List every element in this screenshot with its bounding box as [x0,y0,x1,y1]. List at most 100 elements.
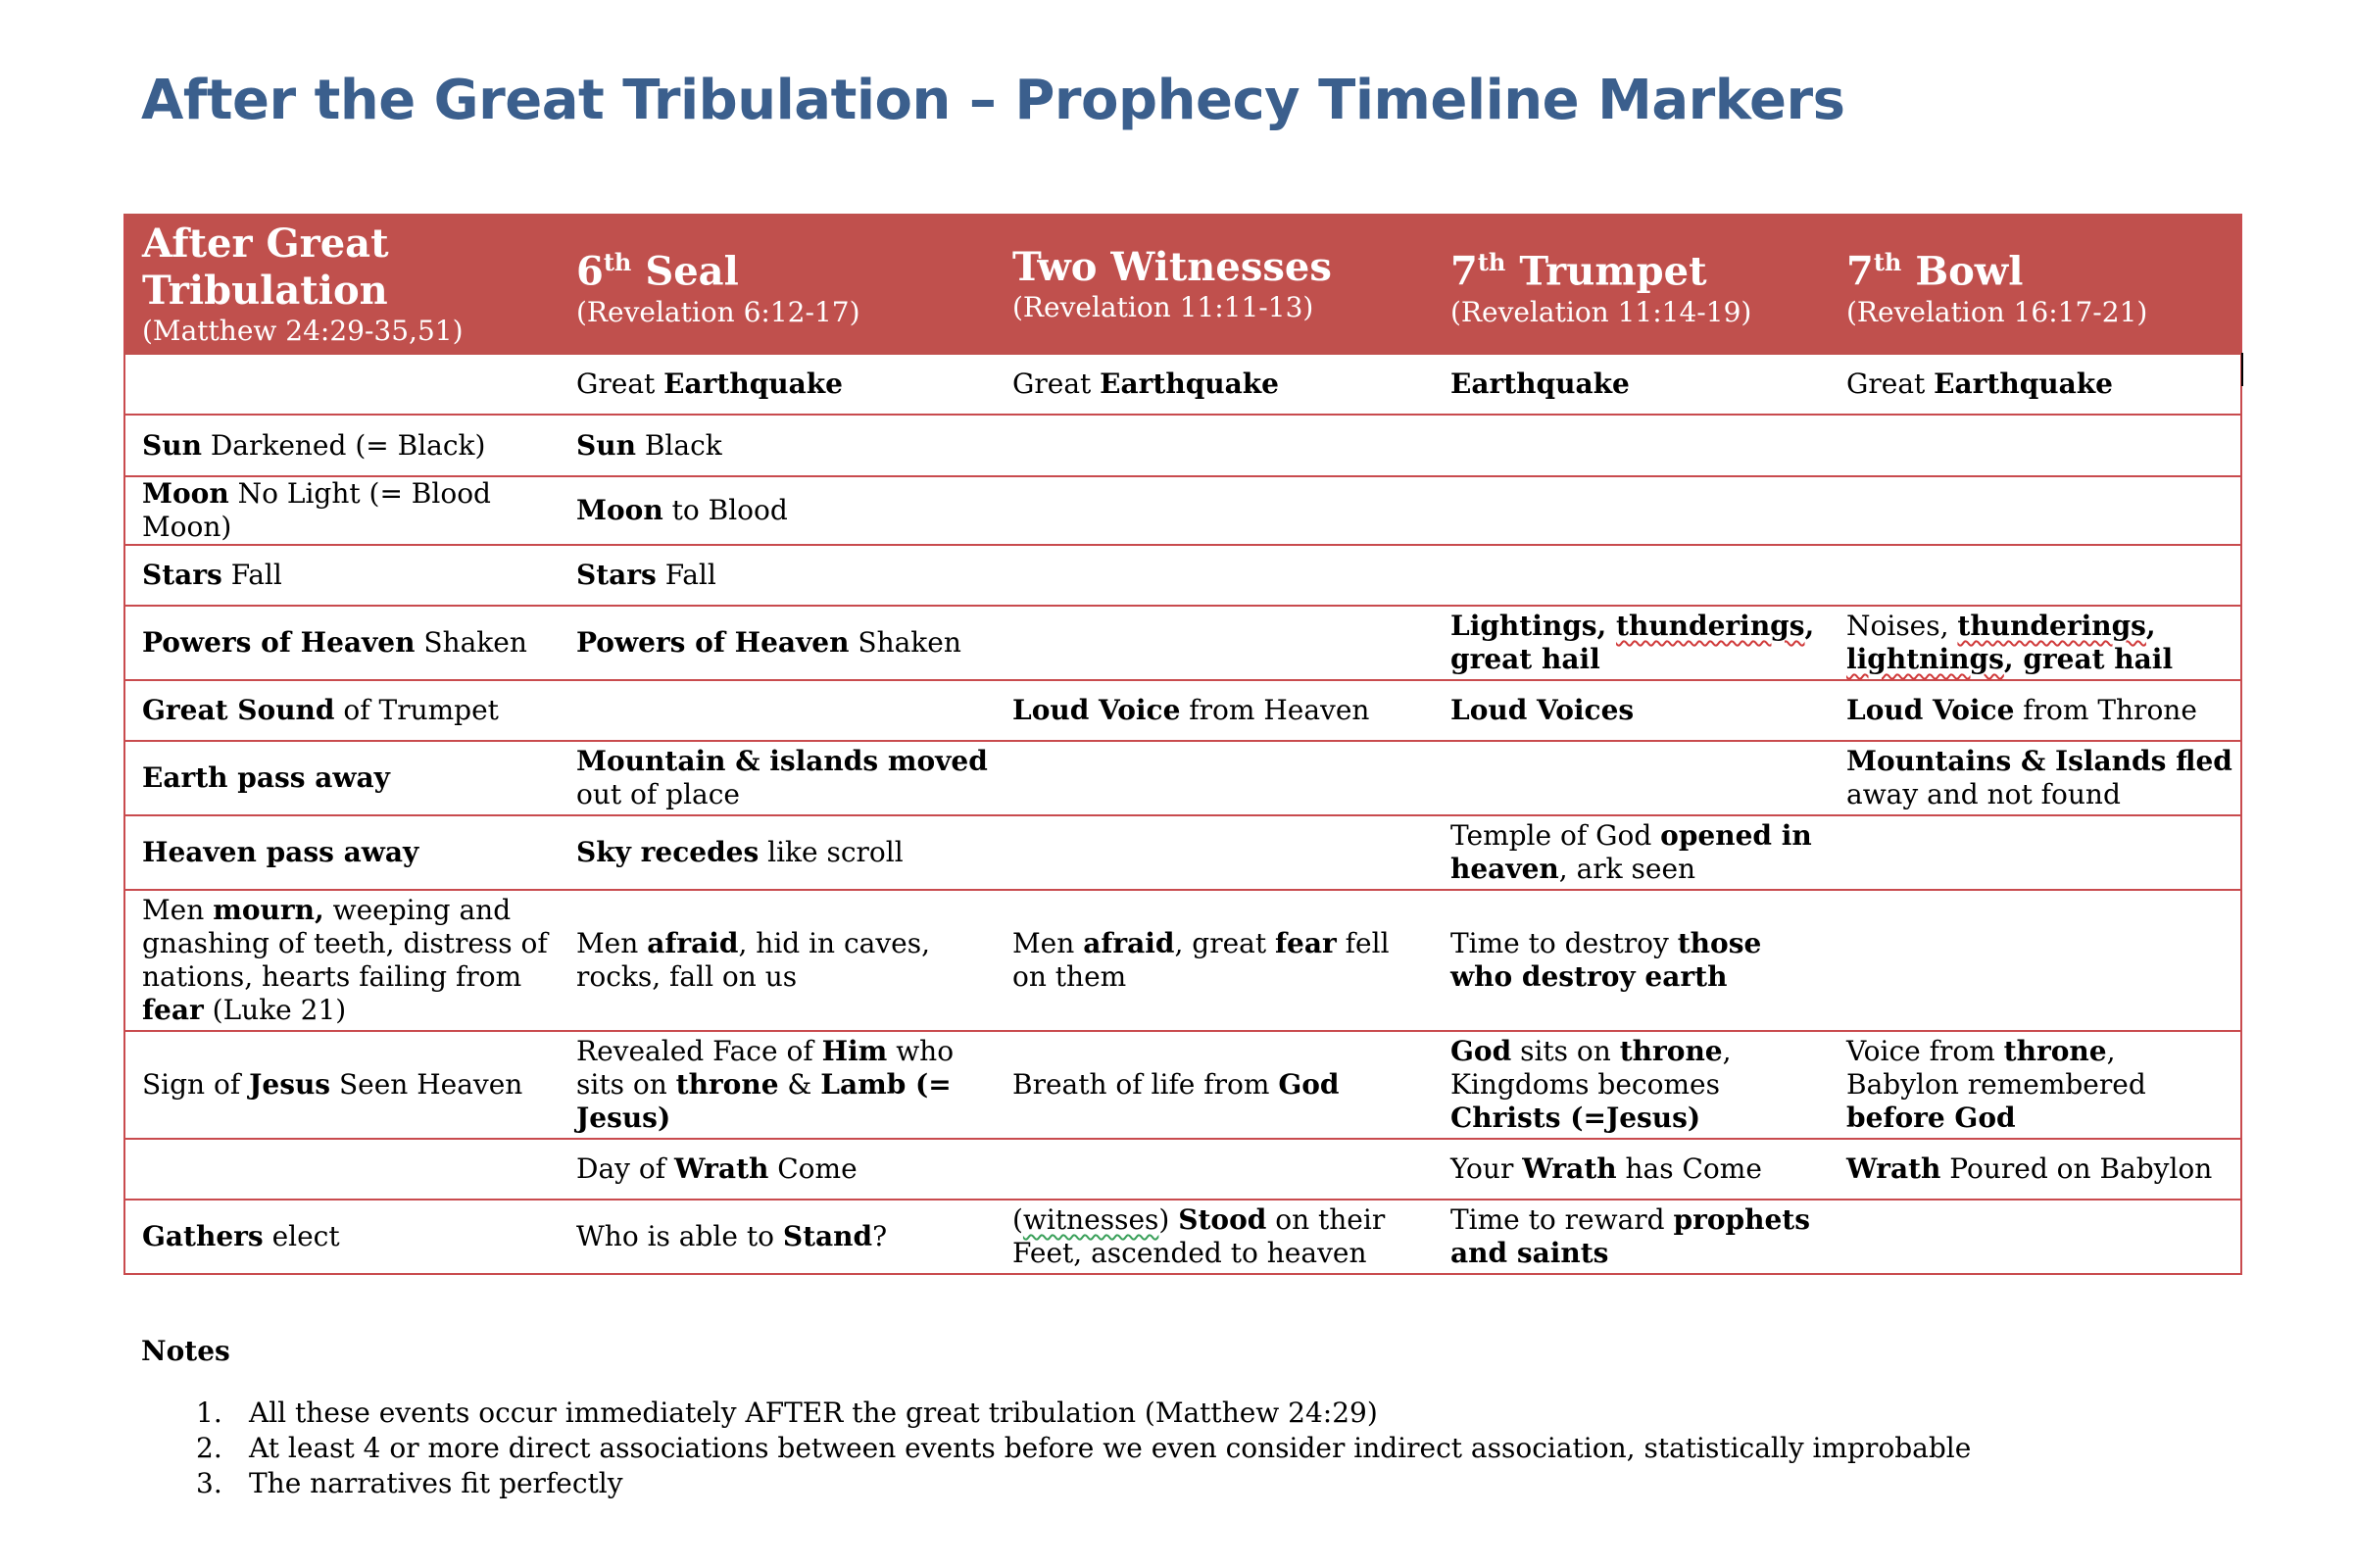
header-6th-seal: 6th Seal (Revelation 6:12-17) [560,214,996,355]
cell-text: ) [1158,1203,1179,1236]
cell-text: Come [768,1152,858,1185]
table-row: Sign of Jesus Seen Heaven Revealed Face o… [123,1030,2242,1140]
note-item: 2. At least 4 or more direct associations… [141,1431,1971,1466]
cell-7th-trumpet [1434,475,1830,546]
table-row: Powers of Heaven Shaken Powers of Heaven … [123,605,2242,681]
cell-text: Great [1012,368,1101,400]
header-after-great-tribulation: After Great Tribulation (Matthew 24:29-3… [123,214,560,355]
cell-6th-seal [560,679,996,742]
header-title: After Great Tribulation [142,220,389,314]
cell-7th-bowl [1830,814,2242,891]
cell-after-tribulation: Earth pass away [123,740,560,816]
cell-text: Darkened (= Black) [201,428,486,462]
cell-text: Loud Voice [1846,694,2015,726]
cell-text: thunderings [1616,610,1805,642]
table-row: Great Earthquake Great Earthquake Earthqua… [123,353,2242,416]
cell-two-witnesses: Great Earthquake [996,353,1434,416]
cell-text: those who destroy earth [1450,927,1762,993]
cell-6th-seal: Powers of Heaven Shaken [560,605,996,681]
cell-text: mourn, [213,894,324,926]
note-number: 3. [196,1467,222,1499]
table-row: Day of Wrath Come Your Wrath has Come Wrat… [123,1138,2242,1200]
cell-after-tribulation: Gathers elect [123,1199,560,1275]
notes-list: 1. All these events occur immediately AFT… [141,1396,1971,1501]
cell-text: Jesus [249,1068,331,1101]
table-row: Earth pass away Mountain & islands moved … [123,740,2242,816]
cell-after-tribulation: Stars Fall [123,544,560,607]
cell-text: Earthquake [1100,368,1279,400]
cell-text: , great hail [2003,643,2174,675]
note-number: 1. [196,1396,222,1429]
timeline-table: After Great Tribulation (Matthew 24:29-3… [123,214,2242,1275]
cell-text: , great hail [1450,610,1815,675]
header-title: Two Witnesses [1012,244,1332,290]
cell-text: before God [1846,1102,2016,1134]
cell-text: who sits on [576,1035,955,1101]
cell-text: lightnings [1846,643,2004,675]
cell-6th-seal: Great Earthquake [560,353,996,416]
cell-6th-seal: Mountain & islands moved out of place [560,740,996,816]
cell-text: out of place [576,778,740,810]
header-two-witnesses: Two Witnesses (Revelation 11:11-13) [996,214,1434,355]
cell-text: , hid in caves, rocks, fall on us [576,927,931,993]
cell-text: prophets and saints [1450,1203,1810,1269]
cell-text: Sun [142,428,202,462]
cell-text: God [1450,1035,1512,1067]
cell-text: Day of [576,1152,674,1185]
cell-6th-seal: Who is able to Stand? [560,1199,996,1275]
note-item: 3. The narratives fit perfectly [141,1466,1971,1501]
header-7th-trumpet: 7th Trumpet (Revelation 11:14-19) [1434,214,1830,355]
header-reference: (Revelation 6:12-17) [576,295,860,328]
cell-after-tribulation: Sun Darkened (= Black) [123,414,560,477]
cell-6th-seal: Day of Wrath Come [560,1138,996,1200]
table-header-row: After Great Tribulation (Matthew 24:29-3… [123,214,2242,355]
cell-6th-seal: Sun Black [560,414,996,477]
table-row: Great Sound of Trumpet Loud Voice from He… [123,679,2242,742]
cell-7th-bowl [1830,1199,2242,1275]
cell-7th-trumpet: God sits on throne, Kingdoms becomes Chr… [1434,1030,1830,1140]
cell-text: Stand [782,1220,873,1252]
cell-text: Fall [221,559,282,591]
note-number: 2. [196,1432,222,1464]
cell-text: afraid [1083,927,1175,959]
cell-7th-trumpet: Temple of God opened in heaven, ark seen [1434,814,1830,891]
cell-text: opened in heaven [1450,819,1812,885]
cell-text: sits on [1511,1035,1620,1067]
cell-text: has Come [1616,1152,1762,1185]
cell-text: away and not found [1846,778,2121,810]
cell-7th-trumpet: Time to reward prophets and saints [1434,1199,1830,1275]
cell-two-witnesses [996,814,1434,891]
cell-text: Wrath [673,1152,769,1185]
cell-text: Stars [576,559,657,591]
cell-text: No Light (= Blood Moon) [142,477,491,543]
cell-text: afraid [647,927,739,959]
cell-text: Poured on Babylon [1940,1152,2213,1185]
cell-text: Mountains & Islands fled [1846,745,2232,777]
cell-after-tribulation [123,353,560,416]
header-title: 7th Trumpet [1450,248,1707,295]
cell-text: Heaven pass away [142,836,419,868]
cell-text: Christs (=Jesus) [1450,1102,1701,1134]
cell-text: fear [1275,927,1337,959]
notes-title: Notes [141,1335,230,1367]
cell-6th-seal: Sky recedes like scroll [560,814,996,891]
cell-text: Shaken [849,626,961,659]
cell-two-witnesses [996,605,1434,681]
cell-text: Earthquake [663,368,843,400]
cell-text: witnesses [1022,1203,1159,1236]
cell-text: of Trumpet [334,694,499,726]
cell-7th-bowl [1830,889,2242,1032]
cell-after-tribulation: Men mourn, weeping and gnashing of teeth… [123,889,560,1032]
cell-text: Loud Voice [1012,694,1181,726]
cell-7th-bowl: Mountains & Islands fled away and not fo… [1830,740,2242,816]
header-reference: (Matthew 24:29-35,51) [142,315,464,347]
cell-text: like scroll [759,836,904,868]
cell-7th-bowl: Noises, thunderings, lightnings, great h… [1830,605,2242,681]
cell-after-tribulation: Sign of Jesus Seen Heaven [123,1030,560,1140]
cell-after-tribulation: Great Sound of Trumpet [123,679,560,742]
cell-text: , ark seen [1558,853,1696,885]
cell-text: throne [2003,1035,2107,1067]
cell-6th-seal: Stars Fall [560,544,996,607]
cell-text: Men [576,927,648,959]
cell-text: throne [1619,1035,1723,1067]
